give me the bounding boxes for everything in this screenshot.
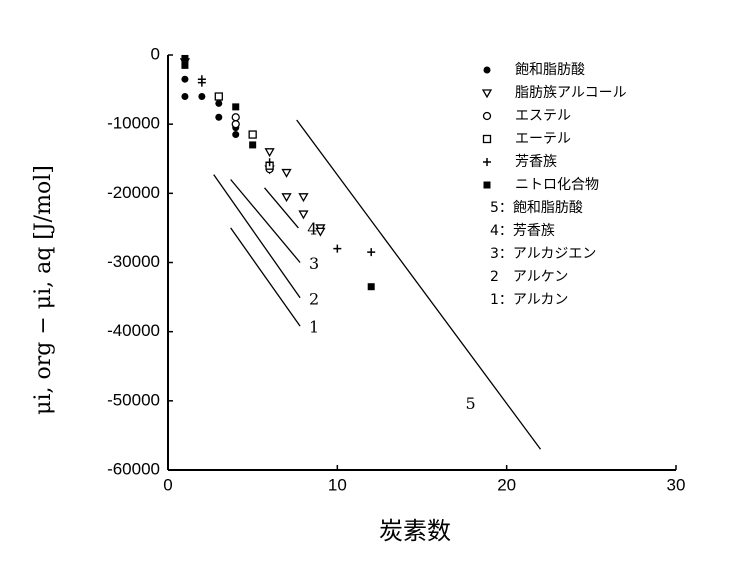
line-label: 2 bbox=[309, 289, 319, 308]
point bbox=[197, 78, 206, 87]
legend-label: 芳香族 bbox=[515, 153, 557, 170]
point bbox=[482, 111, 492, 121]
point bbox=[249, 141, 257, 149]
x-tick-label: 30 bbox=[667, 475, 686, 494]
y-tick-label: -50000 bbox=[107, 390, 160, 409]
point bbox=[281, 193, 292, 203]
point bbox=[232, 103, 240, 111]
line-label: 5 bbox=[465, 394, 475, 413]
point bbox=[248, 130, 257, 139]
reference-line bbox=[264, 187, 299, 229]
y-tick-label: -40000 bbox=[107, 321, 160, 340]
reference-line bbox=[213, 174, 301, 299]
point bbox=[181, 61, 189, 69]
x-tick-label: 20 bbox=[497, 475, 516, 494]
point bbox=[231, 113, 240, 122]
point bbox=[231, 120, 240, 129]
x-axis-label: 炭素数 bbox=[379, 517, 451, 545]
reference-line bbox=[230, 227, 301, 327]
point bbox=[367, 248, 376, 257]
y-tick-label: -10000 bbox=[107, 114, 160, 133]
legend-label: エーテル bbox=[515, 131, 571, 147]
point bbox=[483, 181, 491, 189]
reference-line bbox=[296, 119, 542, 450]
y-tick-label: 0 bbox=[151, 44, 160, 63]
point bbox=[298, 210, 309, 220]
point bbox=[214, 92, 223, 101]
point bbox=[181, 75, 189, 83]
legend-label: エステル bbox=[515, 108, 571, 124]
x-tick-label: 0 bbox=[163, 475, 172, 494]
legend-label: ニトロ化合物 bbox=[515, 177, 599, 193]
point bbox=[265, 158, 274, 167]
point bbox=[481, 89, 493, 99]
y-tick-label: -20000 bbox=[107, 183, 160, 202]
line-label: 3 bbox=[309, 254, 319, 273]
legend-label: 5：飽和脂肪酸 bbox=[490, 199, 583, 216]
legend-label: 脂肪族アルコール bbox=[515, 85, 627, 101]
point bbox=[181, 54, 189, 62]
y-axis-label: μi, org − μi, aq [J/mol] bbox=[31, 165, 56, 415]
legend-label: 飽和脂肪酸 bbox=[515, 61, 585, 78]
point bbox=[181, 93, 189, 100]
line-label: 4 bbox=[307, 219, 317, 238]
point bbox=[198, 93, 206, 100]
y-tick-label: -60000 bbox=[107, 459, 160, 478]
point bbox=[333, 244, 342, 253]
point bbox=[215, 113, 223, 121]
point bbox=[315, 227, 326, 237]
legend-label: 1：アルカン bbox=[490, 292, 568, 308]
point bbox=[264, 148, 275, 158]
y-tick-label: -30000 bbox=[107, 252, 160, 271]
point bbox=[232, 131, 240, 139]
legend-label: 2 アルケン bbox=[490, 269, 568, 285]
point bbox=[215, 99, 223, 107]
line-label: 1 bbox=[309, 318, 319, 337]
legend-label: 4：芳香族 bbox=[490, 222, 555, 239]
point bbox=[298, 193, 309, 203]
point bbox=[482, 134, 492, 144]
point bbox=[483, 158, 491, 166]
x-tick-label: 10 bbox=[328, 475, 347, 494]
point bbox=[483, 66, 491, 74]
reference-line bbox=[230, 179, 301, 263]
legend-label: 3：アルカジエン bbox=[490, 246, 596, 262]
point bbox=[281, 168, 292, 178]
point bbox=[367, 283, 375, 291]
